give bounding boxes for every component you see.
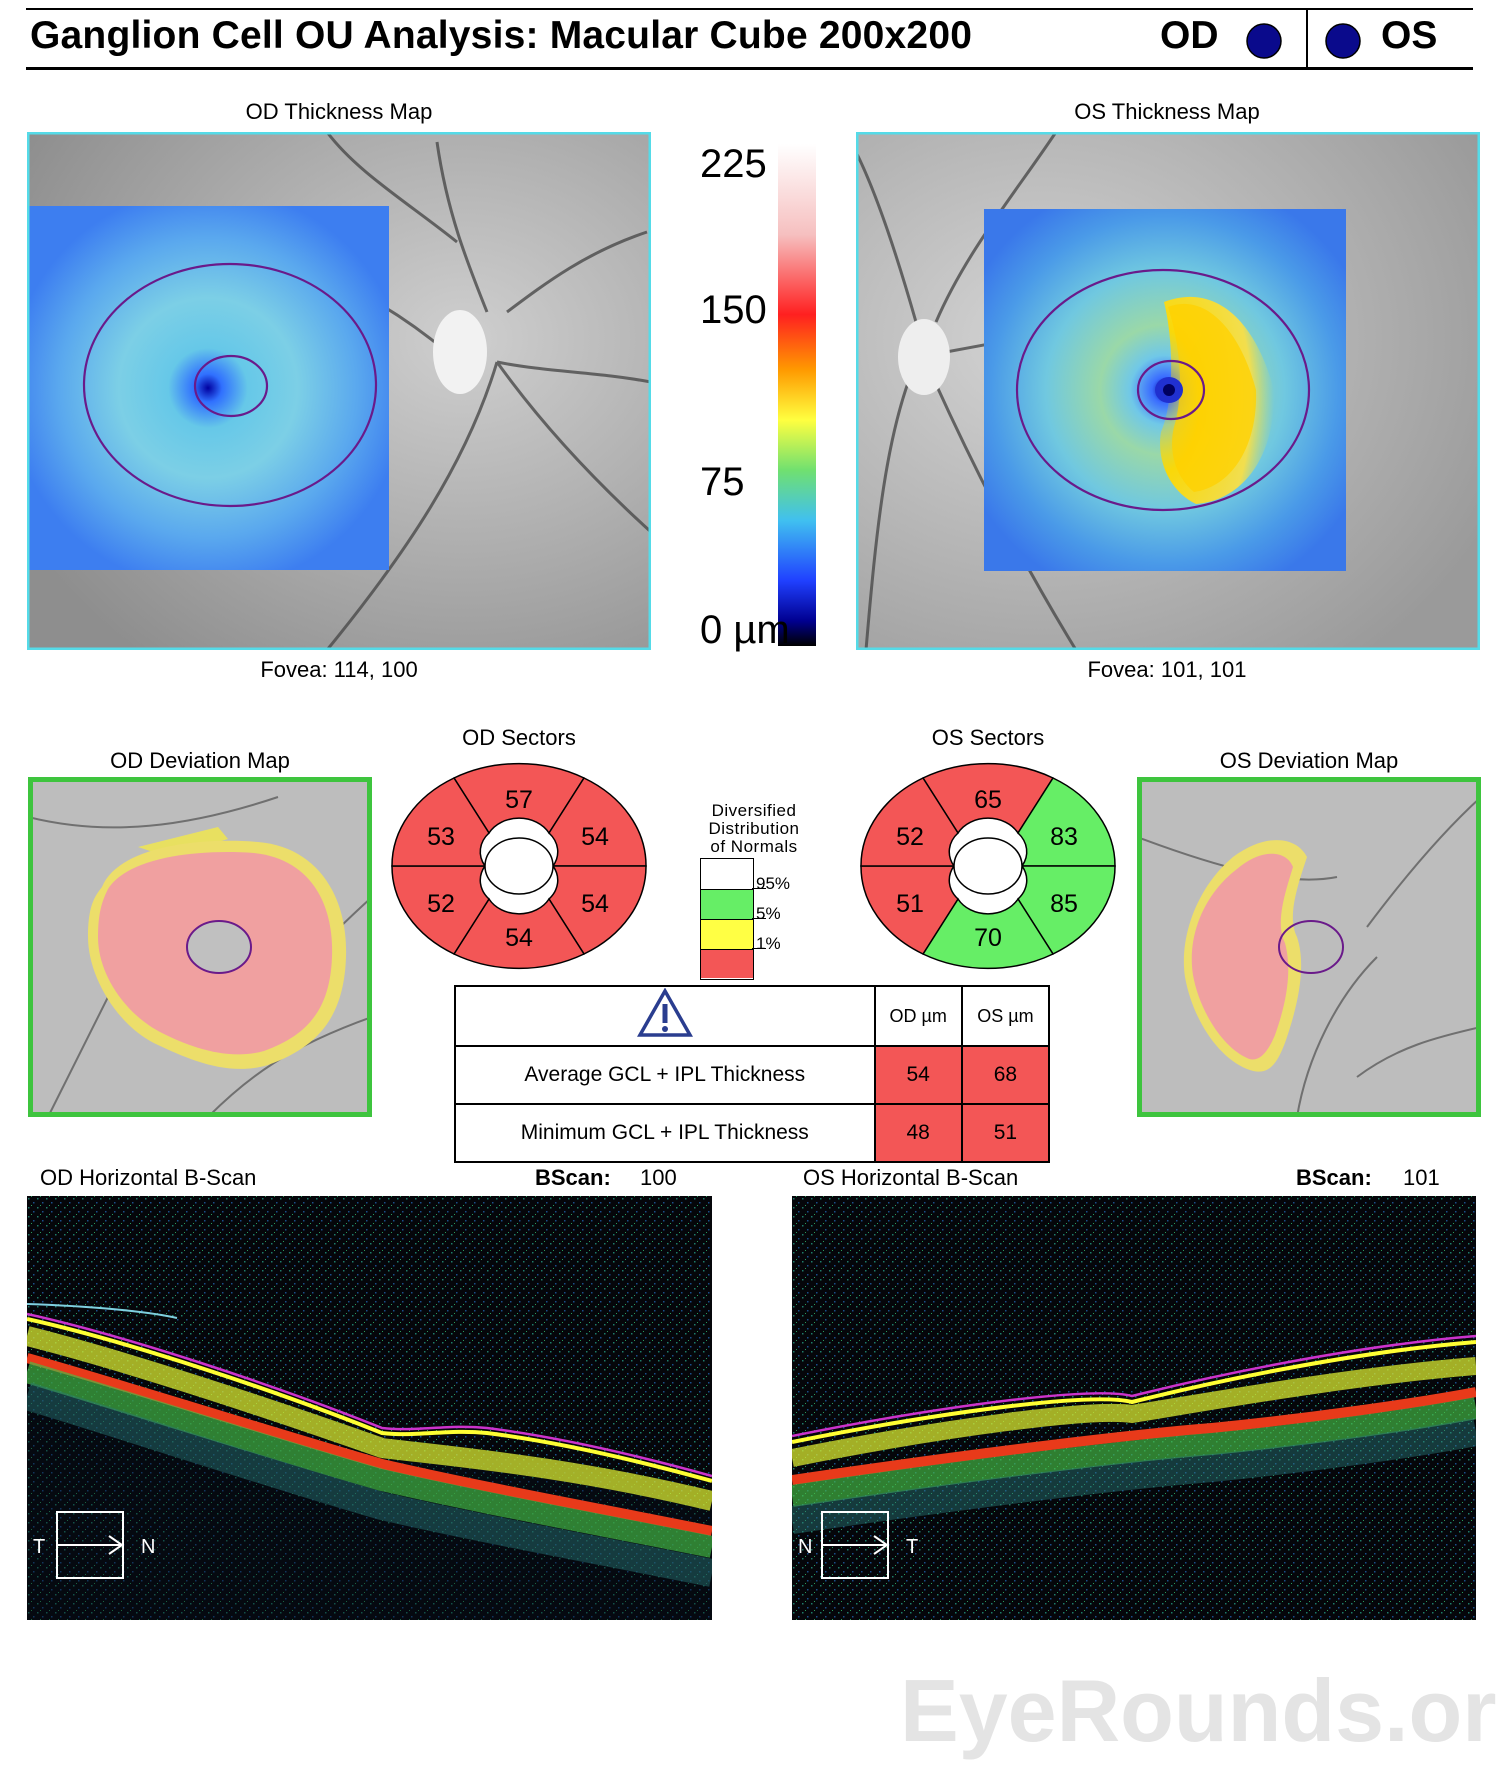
od-sector-chart[interactable]: 57 54 54 54 52 53 xyxy=(389,760,649,972)
legend-mark-5: 5% xyxy=(756,904,781,923)
os-sector-center-hole xyxy=(953,837,1023,895)
legend-tick-5 xyxy=(752,918,766,919)
os-scan-direction-arrow-icon xyxy=(873,1535,889,1555)
od-scan-direction-arrow-icon xyxy=(108,1535,124,1555)
os-sector-value-inferotemporal: 51 xyxy=(896,890,924,918)
od-sector-value-inferior: 54 xyxy=(505,924,533,952)
os-sector-value-superior: 65 xyxy=(974,786,1002,814)
legend-mark-95: 95% xyxy=(756,874,791,893)
os-fovea-coordinates: Fovea: 101, 101 xyxy=(1087,657,1247,682)
os-bscan-image[interactable]: N T xyxy=(792,1196,1476,1620)
od-sector-value-superonasal: 54 xyxy=(581,823,609,851)
legend-title-line-1: Diversified xyxy=(711,801,797,820)
os-deviation-map[interactable] xyxy=(1137,777,1481,1117)
warning-triangle-icon xyxy=(636,987,693,1037)
os-sectors-title: OS Sectors xyxy=(931,725,1045,750)
os-right-direction-label: T xyxy=(906,1536,918,1558)
od-deviation-map-title: OD Deviation Map xyxy=(110,748,290,773)
od-bscan-image[interactable]: T N xyxy=(27,1196,712,1620)
os-sector-inferonasal[interactable] xyxy=(1017,865,1116,955)
os-sector-superotemporal[interactable] xyxy=(860,777,959,867)
os-eye-label: OS xyxy=(1381,14,1438,57)
warning-cell xyxy=(454,985,876,1047)
minimum-thickness-os: 51 xyxy=(960,1103,1051,1163)
od-sector-center-hole xyxy=(484,837,554,895)
legend-tick-95 xyxy=(752,888,766,889)
average-thickness-os: 68 xyxy=(960,1045,1051,1105)
scale-tick-75: 75 xyxy=(700,460,745,504)
table-header-row: OD µm OS µm xyxy=(454,985,1051,1047)
os-thickness-map-title: OS Thickness Map xyxy=(1074,99,1260,124)
os-sector-value-inferior: 70 xyxy=(974,924,1002,952)
normative-legend-swatches xyxy=(700,858,754,980)
os-thickness-map[interactable] xyxy=(856,132,1480,650)
os-sector-chart[interactable]: 65 83 85 70 51 52 xyxy=(858,760,1118,972)
legend-swatch-white xyxy=(701,859,753,890)
eye-label-divider xyxy=(1306,10,1308,70)
legend-mark-1: 1% xyxy=(756,934,781,953)
average-thickness-label: Average GCL + IPL Thickness xyxy=(454,1045,876,1105)
od-right-direction-label: N xyxy=(141,1536,155,1558)
od-fovea-coordinates: Fovea: 114, 100 xyxy=(260,657,418,682)
od-eye-label: OD xyxy=(1160,14,1219,57)
os-bscan-title: OS Horizontal B-Scan xyxy=(803,1165,1019,1190)
od-um-header: OD µm xyxy=(873,985,963,1047)
od-sector-inferonasal[interactable] xyxy=(548,865,647,955)
od-bscan-label: BScan: xyxy=(535,1165,611,1190)
scale-tick-0: 0 µm xyxy=(700,608,790,652)
normative-legend-title: Diversified Distribution of Normals xyxy=(694,802,814,856)
legend-swatch-yellow xyxy=(701,920,753,950)
od-bscan-title: OD Horizontal B-Scan xyxy=(40,1165,257,1190)
legend-title-line-3: of Normals xyxy=(710,837,798,856)
od-thickness-map-title: OD Thickness Map xyxy=(245,99,433,124)
minimum-thickness-label: Minimum GCL + IPL Thickness xyxy=(454,1103,876,1163)
header-top-rule xyxy=(26,8,1473,10)
os-eye-dot-icon xyxy=(1325,23,1361,59)
scale-tick-150: 150 xyxy=(700,288,767,332)
od-sector-value-inferotemporal: 52 xyxy=(427,890,455,918)
minimum-thickness-od: 48 xyxy=(873,1103,963,1163)
od-deviation-map[interactable] xyxy=(28,777,372,1117)
od-sector-value-inferonasal: 54 xyxy=(581,890,609,918)
os-sector-superonasal[interactable] xyxy=(1017,777,1116,867)
header-bottom-rule xyxy=(26,67,1473,70)
table-row: Minimum GCL + IPL Thickness 48 51 xyxy=(454,1103,1051,1163)
legend-title-line-2: Distribution xyxy=(708,819,800,838)
os-um-header: OS µm xyxy=(960,985,1051,1047)
od-left-direction-label: T xyxy=(33,1536,45,1558)
od-sector-value-superior: 57 xyxy=(505,786,533,814)
od-sectors-title: OD Sectors xyxy=(462,725,576,750)
legend-swatch-green xyxy=(701,890,753,920)
od-sector-value-superotemporal: 53 xyxy=(427,823,455,851)
scale-tick-225: 225 xyxy=(700,142,767,186)
os-bscan-label: BScan: xyxy=(1296,1165,1372,1190)
page-title: Ganglion Cell OU Analysis: Macular Cube … xyxy=(30,14,973,57)
os-sector-value-superonasal: 83 xyxy=(1050,823,1078,851)
thickness-results-table: OD µm OS µm Average GCL + IPL Thickness … xyxy=(454,985,1051,1163)
os-sector-value-inferonasal: 85 xyxy=(1050,890,1078,918)
os-deviation-map-title: OS Deviation Map xyxy=(1219,748,1399,773)
od-sector-superonasal[interactable] xyxy=(548,777,647,867)
legend-swatch-red xyxy=(701,950,753,978)
od-bscan-number: 100 xyxy=(640,1165,677,1190)
legend-tick-1 xyxy=(752,948,766,949)
od-sector-inferotemporal[interactable] xyxy=(391,865,490,955)
od-sector-superotemporal[interactable] xyxy=(391,777,490,867)
os-sector-value-superotemporal: 52 xyxy=(896,823,924,851)
os-left-direction-label: N xyxy=(798,1536,812,1558)
thickness-color-scale xyxy=(778,144,816,646)
os-bscan-number: 101 xyxy=(1403,1165,1440,1190)
od-thickness-map[interactable] xyxy=(27,132,651,650)
os-sector-inferotemporal[interactable] xyxy=(860,865,959,955)
eyerounds-watermark: EyeRounds.org xyxy=(900,1661,1500,1760)
od-eye-dot-icon xyxy=(1246,23,1282,59)
average-thickness-od: 54 xyxy=(873,1045,963,1105)
table-row: Average GCL + IPL Thickness 54 68 xyxy=(454,1045,1051,1105)
